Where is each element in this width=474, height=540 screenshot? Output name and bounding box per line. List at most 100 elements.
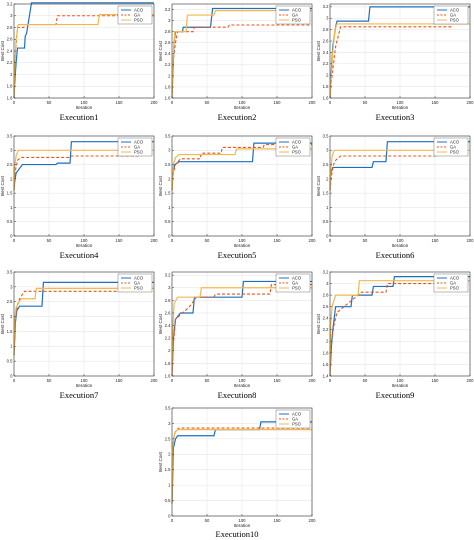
y-tick-label: 2	[326, 339, 329, 344]
y-tick-label: 2.8	[323, 293, 329, 298]
y-tick-label: 2	[168, 176, 171, 181]
x-tick-label: 50	[205, 518, 210, 523]
y-axis-label: Best Cost	[0, 40, 5, 61]
y-tick-label: 1.4	[323, 373, 329, 378]
legend-label-pso: PSO	[450, 18, 460, 23]
caption-execution6: Execution6	[375, 250, 415, 260]
x-tick-label: 200	[151, 238, 159, 243]
x-tick-label: 0	[171, 100, 174, 105]
x-tick-label: 100	[81, 378, 89, 383]
y-tick-label: 3	[168, 18, 171, 23]
y-tick-label: 2.4	[165, 51, 171, 56]
legend-label-aco: ACO	[134, 276, 144, 281]
series-line-pso	[171, 10, 312, 99]
legend-label-ga: GA	[134, 13, 140, 18]
y-tick-label: 3.5	[323, 133, 329, 138]
y-tick-label: 0.5	[165, 498, 171, 503]
x-tick-label: 0	[171, 378, 174, 383]
y-tick-label: 3.5	[7, 133, 13, 138]
x-tick-label: 0	[171, 238, 174, 243]
series-line-pso	[13, 287, 154, 356]
y-tick-label: 1.8	[165, 361, 171, 366]
x-tick-label: 100	[397, 378, 405, 383]
y-tick-label: 2.8	[7, 25, 13, 30]
y-tick-label: 1.5	[165, 467, 171, 472]
x-tick-label: 100	[81, 238, 89, 243]
series-line-pso	[329, 280, 470, 377]
y-tick-label: 1.5	[323, 191, 329, 196]
x-tick-label: 150	[116, 100, 124, 105]
legend-label-ga: GA	[292, 417, 298, 422]
series-line-pso	[13, 149, 154, 191]
y-tick-label: 2	[168, 452, 171, 457]
y-tick-label: 3.2	[165, 273, 171, 278]
x-tick-label: 200	[309, 100, 317, 105]
legend-label-ga: GA	[450, 145, 456, 150]
y-tick-label: 3	[326, 281, 329, 286]
panel-execution4: 0 50 100 150 200 0 0.5 1 1.5 2 2.5 3 3.5 Iteration Bes…	[0, 132, 159, 260]
x-tick-label: 100	[239, 518, 247, 523]
y-tick-label: 3.2	[7, 1, 13, 6]
panel-execution10: 0 50 100 150 200 0 0.5 1 1.5 2 2.5 3 3.5 Iteration Bes…	[158, 404, 316, 540]
y-tick-label: 0	[10, 233, 13, 238]
y-tick-label: 1.6	[323, 95, 329, 100]
x-tick-label: 100	[239, 100, 247, 105]
x-axis-label: Iteration	[76, 243, 93, 248]
y-tick-label: 2.6	[7, 37, 13, 42]
x-axis-label: Iteration	[234, 105, 251, 110]
y-tick-label: 1	[168, 205, 171, 210]
y-tick-label: 1.5	[7, 329, 13, 334]
x-tick-label: 200	[151, 100, 159, 105]
legend-label-aco: ACO	[450, 276, 460, 281]
y-tick-label: 2.8	[165, 29, 171, 34]
y-tick-label: 1.6	[165, 373, 171, 378]
legend-label-pso: PSO	[134, 18, 144, 23]
y-tick-label: 0.5	[7, 219, 13, 224]
x-axis-label: Iteration	[392, 383, 409, 388]
x-tick-label: 150	[274, 518, 282, 523]
y-tick-label: 3	[326, 148, 329, 153]
panel-execution5: 0 50 100 150 200 0 0.5 1 1.5 2 2.5 3 3.5 Iteration Bes…	[158, 132, 317, 260]
x-tick-label: 0	[329, 378, 332, 383]
y-tick-label: 2	[10, 72, 13, 77]
x-tick-label: 150	[432, 378, 440, 383]
y-tick-label: 3	[10, 284, 13, 289]
x-tick-label: 200	[309, 238, 317, 243]
x-tick-label: 150	[274, 238, 282, 243]
panel-execution2: 0 50 100 150 200 1.6 1.8 2 2.2 2.4 2.6 2.8 3 3.2 Itera…	[158, 0, 317, 122]
x-tick-label: 50	[205, 378, 210, 383]
y-tick-label: 3.5	[165, 405, 171, 410]
legend-label-pso: PSO	[292, 286, 302, 291]
legend-label-ga: GA	[292, 281, 298, 286]
x-tick-label: 200	[467, 100, 474, 105]
series-line-pso	[329, 149, 470, 191]
caption-execution1: Execution1	[59, 112, 99, 122]
caption-execution7: Execution7	[59, 390, 99, 400]
x-tick-label: 0	[13, 100, 16, 105]
x-tick-label: 150	[116, 378, 124, 383]
series-line-ga	[13, 155, 140, 191]
x-tick-label: 100	[239, 238, 247, 243]
y-tick-label: 2.8	[323, 27, 329, 32]
panel-execution3: 0 50 100 150 200 1.6 1.8 2 2.2 2.4 2.6 2.8 3 3.2 Itera…	[316, 0, 474, 122]
series-line-ga	[171, 24, 312, 99]
x-tick-label: 150	[274, 100, 282, 105]
caption-execution3: Execution3	[375, 112, 415, 122]
y-tick-label: 2.6	[323, 38, 329, 43]
y-tick-label: 2.5	[7, 299, 13, 304]
y-tick-label: 1.8	[7, 84, 13, 89]
legend-label-aco: ACO	[292, 8, 302, 13]
chart-execution1: 0 50 100 150 200 1.6 1.8 2 2.2 2.4 2.6 2.8 3 3.2 Itera…	[0, 1, 159, 110]
y-tick-label: 1	[10, 205, 13, 210]
chart-execution7: 0 50 100 150 200 0 0.5 1 1.5 2 2.5 3 3.5 Iteration Bes…	[0, 269, 158, 388]
chart-execution8: 0 50 100 150 200 1.6 1.8 2 2.2 2.4 2.6 2.8 3 3.2 Itera…	[158, 271, 316, 388]
series-line-aco	[13, 2, 154, 99]
y-tick-label: 3	[326, 16, 329, 21]
y-tick-label: 1.6	[323, 362, 329, 367]
y-tick-label: 2.5	[7, 162, 13, 167]
caption-execution8: Execution8	[217, 390, 257, 400]
legend-label-aco: ACO	[134, 140, 144, 145]
legend-label-aco: ACO	[450, 8, 460, 13]
x-tick-label: 50	[205, 100, 210, 105]
panel-execution7: 0 50 100 150 200 0 0.5 1 1.5 2 2.5 3 3.5 Iteration Bes…	[0, 268, 158, 400]
